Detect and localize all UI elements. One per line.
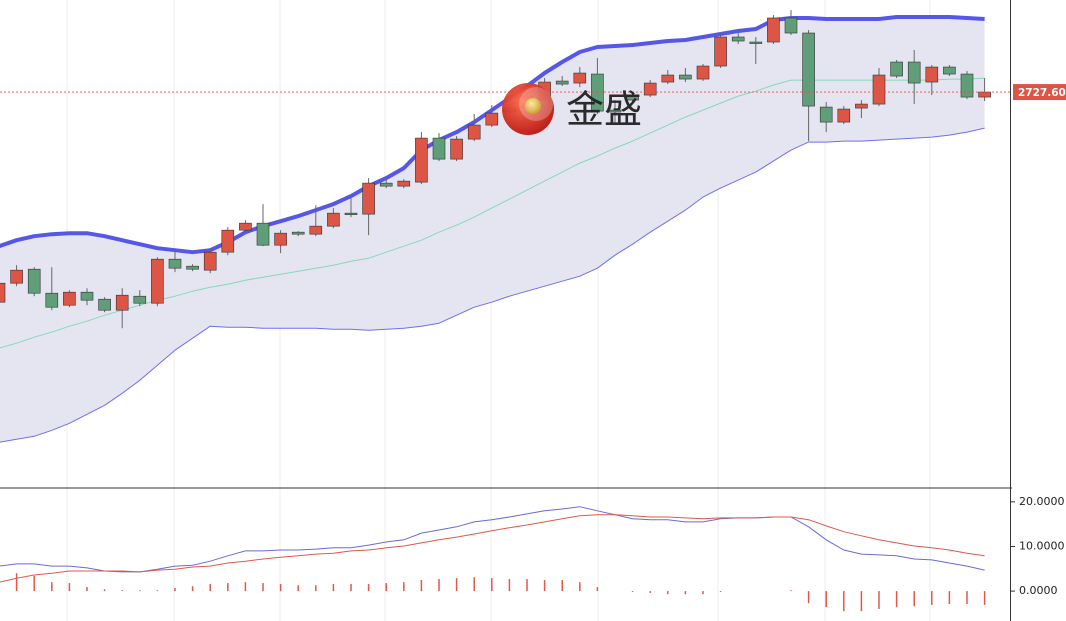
candle-body (186, 265, 199, 270)
candle-body (714, 36, 727, 67)
candle-body (98, 298, 111, 311)
candle-body (450, 138, 463, 160)
candle-body (943, 66, 956, 75)
candle-body (661, 74, 675, 83)
candle-body (802, 32, 815, 107)
logo-coin (525, 98, 541, 114)
candle-body (168, 258, 182, 269)
candle-body (608, 109, 622, 113)
candle-body (133, 295, 147, 304)
macd-line (0, 514, 985, 583)
band-fill (0, 17, 985, 443)
candle-body (256, 222, 270, 246)
candle-body (467, 124, 481, 140)
candle-body (415, 137, 428, 183)
candle-body (696, 65, 710, 80)
right-axis-labels: 2727.60 20.0000 10.0000 0.0000 (1010, 84, 1066, 597)
candle-body (27, 268, 41, 294)
candle-body (203, 251, 217, 271)
candle-body (872, 74, 886, 105)
y-tick-label: 20.0000 (1019, 495, 1065, 508)
macd-panel (0, 506, 986, 612)
candle-body (731, 36, 745, 42)
current-price-box (1013, 84, 1066, 101)
candle-body (151, 258, 164, 304)
candle-body (239, 222, 252, 231)
candle-body (379, 182, 393, 187)
candle-body (362, 182, 375, 215)
candle-body (626, 94, 639, 101)
candle-body (10, 269, 23, 284)
candle-body (784, 17, 798, 34)
candle-body (555, 80, 569, 85)
band-line (0, 127, 985, 443)
candle-body (837, 108, 851, 123)
candle-body (115, 294, 129, 311)
candle-body (749, 41, 763, 44)
y-tick-label: 0.0000 (1019, 584, 1058, 597)
candle-body (45, 292, 59, 308)
candle-body (327, 212, 340, 227)
candle-body (397, 180, 411, 187)
watermark: 金盛 (502, 83, 642, 135)
candle-body (291, 231, 305, 235)
y-tick-label: 10.0000 (1019, 539, 1065, 552)
candle-body (643, 82, 657, 96)
watermark-text: 金盛 (566, 88, 642, 132)
candle-body (344, 212, 358, 215)
price-panel (0, 10, 1010, 443)
candle-body (0, 282, 6, 303)
candle-body (960, 73, 974, 98)
candle-body (907, 61, 921, 84)
candle-body (925, 66, 939, 83)
candle-body (309, 225, 323, 235)
candle-body (80, 291, 94, 301)
candle-body (432, 137, 446, 160)
candle-body (591, 73, 604, 112)
candle-body (855, 103, 868, 109)
candle-body (679, 74, 692, 80)
macd-line (0, 506, 985, 573)
current-price-label: 2727.60 (1018, 87, 1066, 99)
candle-body (890, 61, 903, 77)
candle-body (767, 17, 780, 43)
candle-body (573, 72, 587, 84)
candle-body (221, 229, 235, 253)
candle-body (978, 91, 991, 98)
candle-body (485, 112, 499, 126)
candle-body (819, 106, 833, 123)
candle-body (63, 291, 76, 306)
candle-body (274, 232, 287, 246)
